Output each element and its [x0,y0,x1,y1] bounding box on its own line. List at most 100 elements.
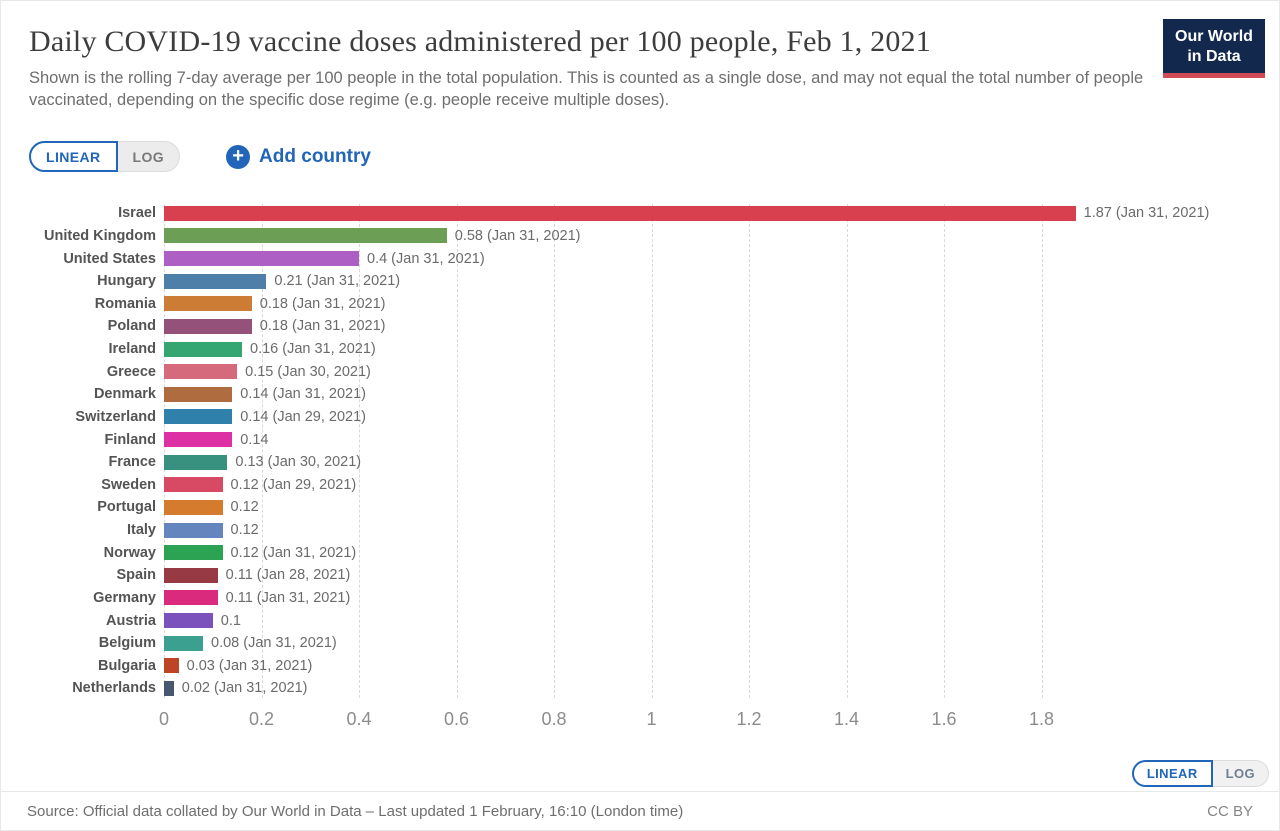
x-tick-label: 0.8 [541,708,567,729]
license-link[interactable]: CC BY [1207,802,1253,820]
linear-button[interactable]: LINEAR [29,141,118,172]
log-button[interactable]: LOG [117,141,181,172]
bar-greece[interactable] [164,364,238,380]
bar-row: United States 0.4 (Jan 31, 2021) [1,247,1279,270]
bar-finland[interactable] [164,432,233,448]
bar-switzerland[interactable] [164,409,233,425]
bar-spain[interactable] [164,567,218,583]
bar-france[interactable] [164,454,228,470]
x-tick-label: 1.6 [931,708,957,729]
bar-row: Norway 0.12 (Jan 31, 2021) [1,541,1279,564]
bar-area: 0.14 (Jan 31, 2021) [164,386,1279,402]
bar-row: United Kingdom 0.58 (Jan 31, 2021) [1,225,1279,248]
bar-belgium[interactable] [164,635,203,651]
add-country-label: Add country [259,145,371,167]
bar-israel[interactable] [164,205,1076,221]
bar-row: Switzerland 0.14 (Jan 29, 2021) [1,406,1279,429]
bar-hungary[interactable] [164,273,267,289]
bar-poland[interactable] [164,318,252,334]
value-label: 0.08 (Jan 31, 2021) [211,635,337,652]
bar-area: 0.02 (Jan 31, 2021) [164,680,1279,696]
bar-area: 0.15 (Jan 30, 2021) [164,364,1279,380]
owid-logo[interactable]: Our World in Data [1163,19,1265,78]
x-tick-label: 1.8 [1028,708,1055,729]
x-tick-label: 0.6 [443,708,470,729]
bar-area: 0.18 (Jan 31, 2021) [164,318,1279,334]
linear-button-bottom[interactable]: LINEAR [1131,760,1213,787]
country-label: Finland [104,431,156,448]
header: Daily COVID-19 vaccine doses administere… [1,1,1279,111]
x-tick-label: 1.4 [833,708,860,729]
bar-area: 0.21 (Jan 31, 2021) [164,273,1279,289]
bar-row: Ireland 0.16 (Jan 31, 2021) [1,338,1279,361]
bar-denmark[interactable] [164,386,233,402]
bar-sweden[interactable] [164,477,223,493]
bar-row: Sweden 0.12 (Jan 29, 2021) [1,474,1279,497]
gridline [944,204,945,698]
bar-area: 0.14 [164,432,1279,448]
value-label: 0.14 (Jan 31, 2021) [240,386,367,403]
bar-area: 0.11 (Jan 28, 2021) [164,567,1279,583]
bar-row: France 0.13 (Jan 30, 2021) [1,451,1279,474]
value-label: 0.03 (Jan 31, 2021) [186,657,313,674]
bar-area: 0.03 (Jan 31, 2021) [164,658,1279,674]
bar-area: 0.08 (Jan 31, 2021) [164,635,1279,651]
gridline [456,204,458,698]
value-label: 0.58 (Jan 31, 2021) [454,227,581,244]
bar-row: Bulgaria 0.03 (Jan 31, 2021) [1,655,1279,678]
bar-ireland[interactable] [164,341,242,357]
bar-austria[interactable] [164,613,213,629]
country-label: Belgium [98,635,156,652]
add-country-button[interactable]: + Add country [226,144,371,169]
bar-portugal[interactable] [164,499,223,515]
bar-area: 0.12 (Jan 29, 2021) [164,477,1279,493]
bar-row: Austria 0.1 [1,609,1279,632]
gridlines [164,202,1279,700]
value-label: 0.11 (Jan 31, 2021) [225,589,351,606]
bar-row: Portugal 0.12 [1,496,1279,519]
bar-area: 0.58 (Jan 31, 2021) [164,228,1279,244]
value-label: 1.87 (Jan 31, 2021) [1083,205,1210,222]
gridline [1041,204,1043,698]
bar-area: 0.13 (Jan 30, 2021) [164,454,1279,470]
bar-area: 0.11 (Jan 31, 2021) [164,590,1279,606]
bar-area: 0.1 [164,613,1279,629]
source-note: Source: Official data collated by Our Wo… [27,802,684,820]
bar-row: Hungary 0.21 (Jan 31, 2021) [1,270,1279,293]
bar-bulgaria[interactable] [164,658,179,674]
country-label: Spain [116,567,156,584]
country-label: Hungary [97,273,156,290]
bar-row: Italy 0.12 [1,519,1279,542]
bar-romania[interactable] [164,296,252,312]
value-label: 0.14 [240,431,269,448]
bar-united-kingdom[interactable] [164,228,447,244]
bar-row: Israel 1.87 (Jan 31, 2021) [1,202,1279,225]
log-button-bottom[interactable]: LOG [1212,760,1269,787]
owid-logo-line2: in Data [1187,48,1241,65]
bar-area: 0.14 (Jan 29, 2021) [164,409,1279,425]
bar-netherlands[interactable] [164,680,174,696]
country-label: Greece [106,363,156,380]
bar-italy[interactable] [164,522,223,538]
bar-row: Denmark 0.14 (Jan 31, 2021) [1,383,1279,406]
country-label: Austria [106,612,156,629]
bar-row: Greece 0.15 (Jan 30, 2021) [1,360,1279,383]
value-label: 0.02 (Jan 31, 2021) [181,680,308,697]
country-label: Switzerland [75,408,156,425]
gridline [651,204,653,698]
value-label: 0.12 (Jan 31, 2021) [230,544,357,561]
x-tick-label: 1 [646,708,657,729]
country-label: Sweden [101,476,156,493]
bar-germany[interactable] [164,590,218,606]
value-label: 0.21 (Jan 31, 2021) [274,273,401,290]
value-label: 0.11 (Jan 28, 2021) [225,567,351,584]
bar-row: Romania 0.18 (Jan 31, 2021) [1,293,1279,316]
bar-row: Germany 0.11 (Jan 31, 2021) [1,587,1279,610]
bar-united-states[interactable] [164,251,359,267]
country-label: Ireland [108,341,156,358]
bar-norway[interactable] [164,545,223,561]
x-tick-label: 0.4 [346,708,372,729]
bar-row: Poland 0.18 (Jan 31, 2021) [1,315,1279,338]
chart-controls: LINEAR LOG + Add country [29,141,1279,172]
value-label: 0.12 [230,499,259,516]
